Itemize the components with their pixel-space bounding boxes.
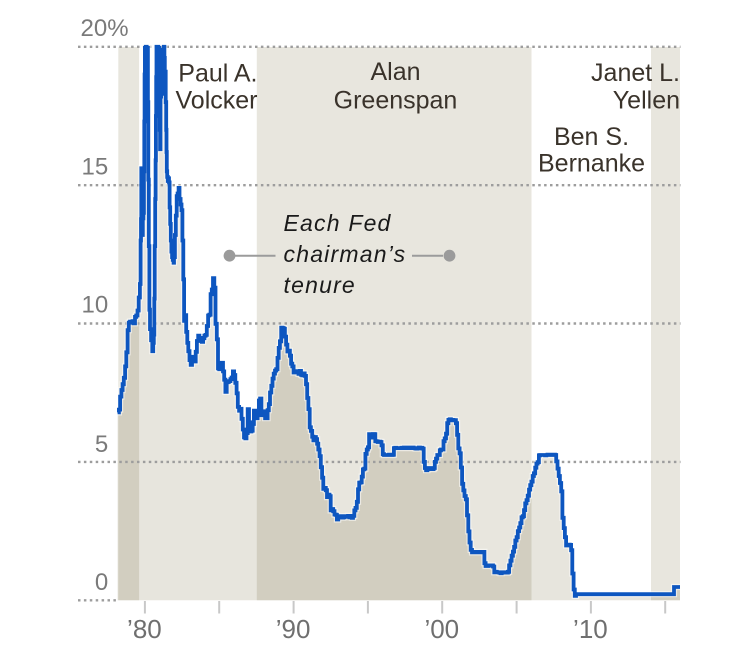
svg-text:20%: 20% — [81, 15, 129, 42]
svg-text:Janet L.: Janet L. — [591, 59, 680, 87]
svg-text:chairman’s: chairman’s — [284, 241, 407, 267]
svg-text:Ben S.: Ben S. — [554, 123, 629, 151]
svg-text:Alan: Alan — [370, 58, 420, 86]
svg-text:5: 5 — [95, 431, 108, 458]
svg-text:Greenspan: Greenspan — [334, 87, 458, 115]
svg-text:’00: ’00 — [424, 614, 459, 644]
svg-text:’90: ’90 — [276, 614, 311, 644]
svg-text:0: 0 — [95, 569, 108, 596]
svg-text:tenure: tenure — [284, 272, 356, 298]
svg-text:10: 10 — [81, 292, 108, 319]
svg-text:Each Fed: Each Fed — [284, 210, 392, 236]
svg-text:Volcker: Volcker — [176, 87, 258, 115]
svg-text:’80: ’80 — [127, 614, 162, 644]
svg-text:Paul A.: Paul A. — [178, 60, 257, 88]
svg-text:Yellen: Yellen — [613, 87, 680, 115]
svg-text:’10: ’10 — [573, 614, 608, 644]
svg-text:Bernanke: Bernanke — [538, 150, 645, 178]
svg-text:15: 15 — [81, 154, 108, 181]
